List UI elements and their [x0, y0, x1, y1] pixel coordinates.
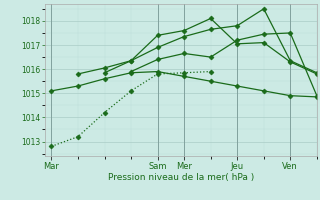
X-axis label: Pression niveau de la mer( hPa ): Pression niveau de la mer( hPa ) — [108, 173, 254, 182]
